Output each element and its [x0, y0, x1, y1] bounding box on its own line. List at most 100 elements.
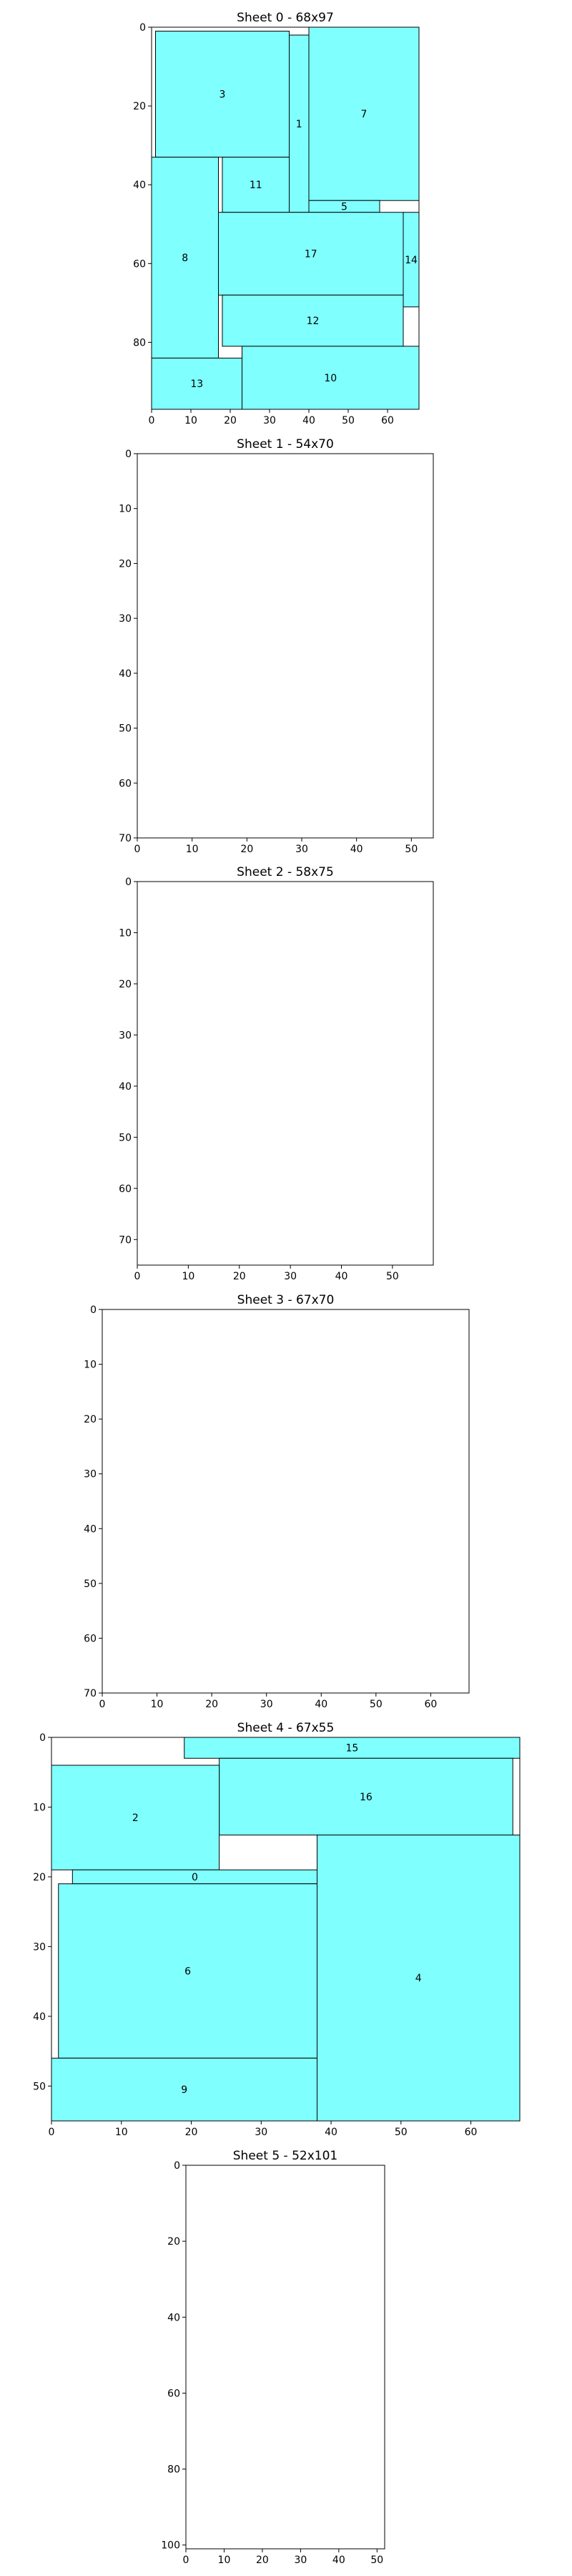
sheet-3-ytick-label: 0 [90, 1304, 97, 1316]
sheet-0-piece-label-10: 10 [324, 373, 337, 384]
sheet-1-xtick-label: 0 [134, 844, 141, 855]
sheet-4-title: Sheet 4 - 67x55 [237, 1721, 335, 1735]
sheet-4-piece-2 [51, 1765, 220, 1870]
sheet-0-piece-17 [218, 212, 404, 296]
sheet-2-xtick-label: 30 [284, 1271, 297, 1282]
sheet-1-ytick-label: 60 [119, 778, 132, 789]
sheet-2-ytick-label: 30 [119, 1030, 132, 1041]
sheet-3-ytick-label: 20 [84, 1414, 97, 1425]
sheet-2-ytick-label: 60 [119, 1184, 132, 1195]
sheet-2-chart: Sheet 2 - 58x75 0 10 20 30 40 50 0 10 20 30 40 50 60 7… [119, 865, 434, 1282]
sheet-0-piece-12 [222, 294, 404, 347]
sheet-0-piece-label-8: 8 [182, 253, 188, 264]
sheet-0-piece-label-5: 5 [341, 201, 347, 213]
sheet-3-xtick-label: 60 [424, 1699, 437, 1710]
sheet-0-piece-label-17: 17 [305, 249, 317, 260]
sheet-4-ytick-label: 0 [39, 1732, 46, 1744]
sheet-4-ytick-label: 10 [33, 1802, 46, 1813]
sheet-4-xtick-label: 60 [465, 2127, 478, 2138]
sheet-5-ytick-label: 40 [167, 2312, 180, 2323]
sheet-3-ytick-label: 40 [84, 1523, 97, 1535]
sheet-0-xtick-label: 40 [302, 415, 315, 426]
sheet-2-ytick-label: 0 [125, 877, 132, 888]
sheet-0-piece-label-1: 1 [296, 119, 302, 130]
sheet-4-piece-16 [219, 1757, 513, 1835]
sheet-4-axes-frame [51, 1737, 521, 2122]
sheet-3-xtick-label: 10 [151, 1699, 164, 1710]
sheet-4-piece-6 [58, 1883, 317, 2059]
sheet-4-ytick-label: 30 [33, 1941, 46, 1953]
sheet-4-ytick-label: 40 [33, 2011, 46, 2023]
sheet-3-axes-frame [102, 1309, 470, 1694]
sheet-4-piece-label-9: 9 [181, 2084, 187, 2096]
sheet-2-axes-frame [137, 881, 434, 1266]
sheet-2-ytick-label: 50 [119, 1132, 132, 1143]
sheet-2-ytick-label: 20 [119, 979, 132, 990]
sheet-5-xtick-label: 20 [256, 2555, 269, 2566]
sheet-3-ytick-label: 70 [84, 1688, 97, 1699]
sheet-0-ytick-label: 0 [139, 22, 146, 34]
sheet-1-xtick-label: 20 [240, 844, 253, 855]
sheet-1-axes-frame [137, 453, 434, 839]
sheet-4-piece-4 [316, 1834, 521, 2122]
sheet-0-xtick-label: 60 [381, 415, 394, 426]
sheet-2-xtick-label: 10 [182, 1271, 194, 1282]
sheet-3-xtick-label: 20 [205, 1699, 218, 1710]
sheet-2-ytick-label: 10 [119, 927, 132, 939]
sheet-1-xtick-label: 50 [405, 844, 418, 855]
sheet-0-xtick-label: 10 [184, 415, 197, 426]
sheet-2-xtick-label: 50 [386, 1271, 399, 1282]
sheet-4-xtick-label: 40 [325, 2127, 337, 2138]
sheet-1-ytick-label: 10 [119, 504, 132, 515]
sheet-0-ytick-label: 40 [133, 180, 146, 191]
sheet-3-title: Sheet 3 - 67x70 [237, 1293, 335, 1307]
sheet-2-ytick-label: 40 [119, 1081, 132, 1093]
sheet-0-xtick-label: 0 [149, 415, 155, 426]
sheet-3-ytick-label: 60 [84, 1633, 97, 1644]
sheet-0-xtick-label: 30 [263, 415, 276, 426]
sheet-1-ytick-label: 40 [119, 668, 132, 680]
sheet-4-piece-label-2: 2 [132, 1813, 139, 1824]
sheet-5-ytick-label: 0 [174, 2160, 180, 2172]
sheet-4-xtick-label: 10 [115, 2127, 128, 2138]
sheet-1-xtick-label: 30 [295, 844, 308, 855]
sheet-3-xtick-label: 0 [99, 1699, 106, 1710]
sheet-2-title: Sheet 2 - 58x75 [237, 865, 334, 879]
sheet-0-title: Sheet 0 - 68x97 [237, 11, 334, 25]
sheet-1-chart: Sheet 1 - 54x70 0 10 20 30 40 50 0 10 20 30 40 50 60 7… [119, 437, 434, 855]
sheet-5-ytick-label: 80 [167, 2464, 180, 2476]
sheet-4-piece-label-15: 15 [345, 1743, 358, 1755]
sheet-0-ytick-label: 80 [133, 337, 146, 348]
sheet-0-piece-11 [222, 157, 290, 213]
sheet-0-piece-label-3: 3 [220, 89, 226, 101]
sheet-5-title: Sheet 5 - 52x101 [233, 2149, 337, 2163]
sheet-5-chart: Sheet 5 - 52x101 0 10 20 30 40 50 0 20 40 60 80 100 [161, 2149, 385, 2566]
sheet-5-ytick-label: 20 [167, 2236, 180, 2248]
sheet-3-xtick-label: 40 [315, 1699, 327, 1710]
sheet-0-piece-label-13: 13 [190, 379, 203, 390]
sheet-5-xtick-label: 30 [294, 2555, 307, 2566]
sheet-0-ytick-label: 60 [133, 258, 146, 270]
sheet-1-ytick-label: 20 [119, 558, 132, 570]
sheet-1-ytick-label: 70 [119, 833, 132, 844]
sheet-4-ytick-label: 20 [33, 1872, 46, 1883]
sheet-0-ytick-label: 20 [133, 101, 146, 112]
sheet-4-piece-label-16: 16 [360, 1792, 373, 1803]
sheet-1-ytick-label: 0 [125, 449, 132, 460]
sheet-5-ytick-label: 100 [161, 2540, 180, 2552]
sheet-4-piece-15 [184, 1737, 521, 1759]
sheet-1-ytick-label: 30 [119, 613, 132, 625]
sheet-5-xtick-label: 10 [218, 2555, 231, 2566]
sheet-0-piece-label-12: 12 [307, 316, 320, 327]
sheet-4-xtick-label: 50 [395, 2127, 408, 2138]
sheet-0-piece-3 [155, 31, 290, 158]
sheet-4-xtick-label: 0 [49, 2127, 55, 2138]
sheet-2-xtick-label: 20 [233, 1271, 246, 1282]
sheet-0-xtick-label: 20 [224, 415, 237, 426]
sheet-5-ytick-label: 60 [167, 2388, 180, 2399]
sheet-3-xtick-label: 30 [260, 1699, 273, 1710]
